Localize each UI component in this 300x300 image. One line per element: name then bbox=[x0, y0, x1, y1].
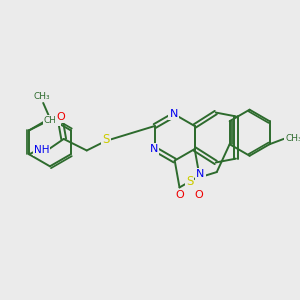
Text: CH₃: CH₃ bbox=[44, 116, 61, 125]
Text: N: N bbox=[196, 169, 205, 179]
Text: NH: NH bbox=[34, 145, 50, 154]
Text: N: N bbox=[150, 144, 158, 154]
Text: N: N bbox=[169, 109, 178, 118]
Text: S: S bbox=[186, 175, 193, 188]
Text: S: S bbox=[102, 134, 110, 146]
Text: O: O bbox=[176, 190, 184, 200]
Text: CH₃: CH₃ bbox=[34, 92, 51, 101]
Text: O: O bbox=[56, 112, 65, 122]
Text: CH₃: CH₃ bbox=[285, 134, 300, 143]
Text: O: O bbox=[195, 190, 203, 200]
